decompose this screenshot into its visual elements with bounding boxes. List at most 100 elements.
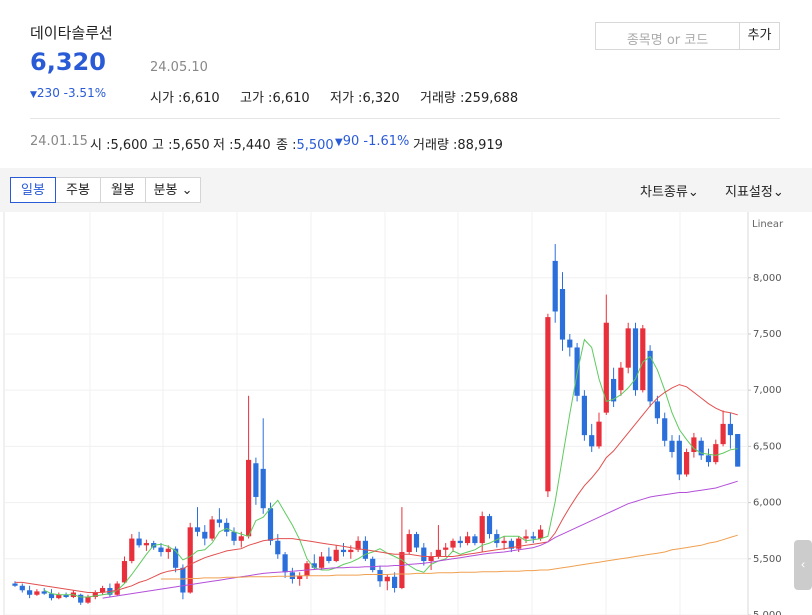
candle-body [516, 538, 522, 549]
candle-body [85, 597, 91, 603]
candle-body [253, 463, 259, 497]
candle-body [413, 534, 420, 548]
candle-body [443, 547, 449, 550]
y-tick-label: 5,000 [753, 610, 782, 615]
candle-body [428, 556, 434, 562]
chart: Linear ‹ 5,000 5,500 6,000 6,500 7,000 7,500 8… [3, 212, 812, 615]
candle-body [340, 549, 347, 553]
candle-body [501, 540, 507, 544]
hover-stat-value: 5,500 [296, 138, 334, 153]
candle-body [48, 593, 55, 599]
candle-body [311, 563, 317, 568]
candle-body [194, 527, 201, 532]
change: ▼230 -3.51% [30, 86, 107, 100]
hover-change-pct: -1.61% [363, 134, 410, 149]
tab[interactable]: 일봉 [10, 177, 56, 203]
y-tick-label: 6,000 [753, 498, 782, 509]
candle-body [34, 591, 40, 595]
stat: 저가 :6,320 [330, 87, 400, 106]
stat-value: 6,320 [362, 91, 400, 106]
tool[interactable]: 지표설정⌄ [725, 185, 784, 200]
scale-label: Linear [752, 219, 784, 230]
candle-body [78, 594, 84, 603]
candle-body [282, 554, 288, 573]
tool-label: 지표설정 [725, 185, 773, 200]
candle-body [632, 328, 639, 391]
candle-body [121, 561, 128, 583]
candle-body [100, 588, 106, 593]
candle-body [508, 540, 514, 549]
candle-body [399, 552, 405, 589]
candle-body [370, 558, 376, 571]
candle-body [654, 401, 660, 419]
tab[interactable]: 주봉 [55, 177, 101, 203]
candle-body [435, 549, 441, 557]
stat-label: 시가 : [150, 91, 183, 106]
y-tick-label: 5,500 [753, 554, 782, 565]
candle-body [12, 583, 18, 586]
candle-body [603, 322, 609, 413]
candle-body [27, 590, 33, 595]
candle-body [319, 556, 325, 568]
hover-stat: 시 :5,600 [90, 134, 148, 153]
candle-body [238, 536, 244, 541]
hover-date: 24.01.15 [30, 134, 88, 149]
stat-label: 고가 : [240, 91, 273, 106]
candle-body [129, 538, 135, 562]
candle-body [246, 459, 252, 537]
candle-body [684, 452, 690, 475]
hover-stat: 종 :5,500 [276, 134, 334, 153]
candle-body [611, 378, 617, 402]
candle-body [486, 516, 493, 535]
tab[interactable]: 분봉 ⌄ [145, 177, 201, 203]
hover-stat-label: 시 : [90, 138, 111, 153]
candle-body [479, 516, 485, 544]
tab-label: 분봉 [153, 183, 178, 198]
add-button[interactable]: 추가 [739, 22, 780, 50]
candle-body [669, 440, 675, 453]
search-input[interactable]: 종목명 or 코드 [595, 22, 740, 50]
candle-body [209, 519, 215, 539]
candle-body [735, 434, 741, 467]
scroll-arrow: ‹ [801, 558, 806, 572]
candle-body [406, 534, 412, 553]
candle-body [202, 531, 208, 539]
hover-volume-value: 88,919 [457, 138, 503, 153]
candle-body [392, 576, 398, 589]
hover-stat-value: 5,440 [233, 138, 271, 153]
candle-body [450, 540, 456, 548]
candle-body [472, 536, 478, 544]
tab[interactable]: 월봉 [100, 177, 146, 203]
hover-stat-value: 5,650 [172, 138, 210, 153]
candle-body [421, 547, 427, 562]
candle-body [465, 536, 471, 544]
stat-label: 거래량 : [420, 91, 465, 106]
candle-body [581, 395, 587, 436]
candle-body [494, 534, 500, 544]
candle-body [377, 570, 383, 582]
candle-body [267, 508, 274, 541]
candle-body [713, 444, 719, 463]
price: 6,320 [30, 48, 106, 76]
candle-body [326, 556, 332, 562]
ma-line [43, 338, 738, 598]
candle-body [216, 519, 222, 523]
scroll-handle[interactable] [794, 540, 812, 590]
tool[interactable]: 차트종류⌄ [640, 185, 699, 200]
candle-body [676, 440, 682, 475]
candle-body [187, 527, 193, 593]
candle-body [231, 531, 237, 541]
candle-body [640, 328, 646, 391]
hover-change: ▼90 -1.61% [335, 134, 410, 149]
candle-body [662, 418, 668, 441]
ma-line [161, 534, 738, 580]
candle-body [19, 585, 25, 591]
candle-body [618, 367, 624, 391]
stat: 고가 :6,610 [240, 87, 310, 106]
hover-stat-label: 종 : [276, 138, 297, 153]
candle-body [56, 594, 62, 599]
candle-body [348, 549, 354, 553]
stat-value: 6,610 [182, 91, 220, 106]
stat-value: 6,610 [272, 91, 310, 106]
candle-body [545, 317, 551, 492]
